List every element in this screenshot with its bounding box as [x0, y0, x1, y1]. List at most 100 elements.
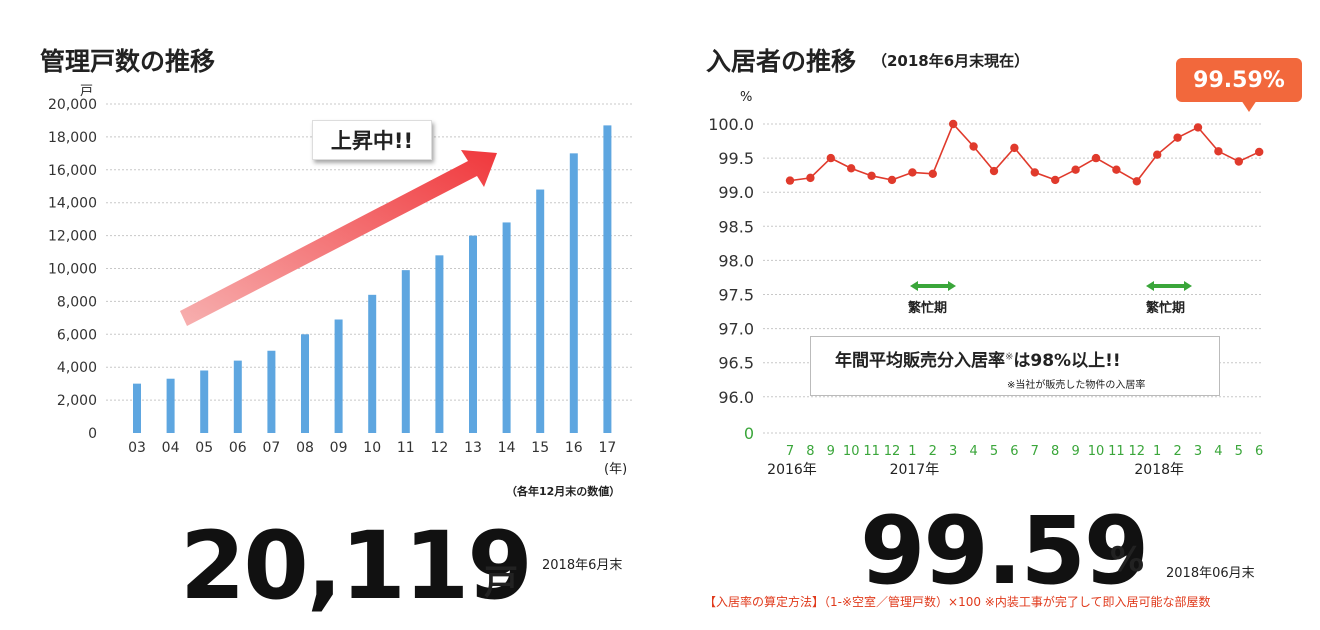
line-y-ticks: 0 96.0 96.5 97.0 97.5 98.0 98.5 99.0 99.5 100.0 — [708, 115, 754, 443]
busy-label-2018: 繁忙期 — [1146, 301, 1186, 316]
bar-x-tick-label: 06 — [229, 440, 247, 456]
latest-rate-badge: 99.59% — [1176, 58, 1302, 102]
bar-y-tick-label: 6,000 — [57, 327, 97, 343]
values-note: （各年12月末の数値） — [506, 485, 621, 498]
occupancy-value: 99.59 — [860, 497, 1149, 606]
bar-07 — [267, 350, 276, 433]
line-x-tick-label: 5 — [1235, 444, 1243, 459]
annual-average-tail: は98%以上!! — [1013, 351, 1121, 371]
line-x-tick-label: 9 — [827, 444, 835, 459]
bar-14 — [502, 222, 511, 433]
bar-08 — [301, 334, 309, 433]
bar-y-ticks: 0 2,000 4,000 6,000 8,000 10,000 12,000 14,000 1… — [48, 97, 97, 442]
occupancy-point-17 — [1132, 177, 1141, 186]
line-year-label: 2016年 — [767, 462, 817, 478]
annual-average-note: ※当社が販売した物件の入居率 — [1007, 380, 1146, 391]
line-x-tick-label: 7 — [1031, 444, 1039, 459]
line-x-tick-label: 5 — [990, 444, 998, 459]
bar-13 — [469, 235, 477, 433]
bar-x-tick-label: 10 — [363, 440, 381, 456]
busy-arrow-0 — [910, 281, 956, 291]
line-x-tick-label: 6 — [1255, 444, 1263, 459]
bar-x-tick-label: 12 — [430, 440, 448, 456]
line-x-ticks: 7 8 9 10 11 12 1 2 3 4 5 6 7 8 9 10 11 12 1 2 3 4 5 6 — [786, 444, 1263, 459]
occupancy-point-6 — [908, 168, 917, 177]
bar-03 — [133, 383, 141, 433]
bar-y-tick-label: 18,000 — [48, 130, 97, 146]
line-y-tick-label: 97.5 — [718, 286, 754, 305]
occupancy-point-2 — [826, 153, 835, 163]
annual-average-main: 年間平均販売分入居率 — [835, 351, 1005, 371]
occupancy-point-3 — [847, 164, 856, 173]
calculation-formula: 【入居率の算定方法】（1-※空室／管理戸数）×100 ※内装工事が完了して即入居… — [704, 595, 1211, 609]
occupancy-point-0 — [785, 176, 795, 185]
bar-16 — [569, 153, 578, 433]
line-year-labels: 2016年 2017年 2018年 — [767, 462, 1184, 478]
line-x-tick-label: 12 — [1129, 444, 1146, 459]
line-y-tick-label: 98.5 — [718, 217, 754, 236]
bar-x-tick-label: 07 — [262, 440, 280, 456]
line-year-label: 2018年 — [1134, 462, 1184, 478]
bar-x-tick-label: 14 — [498, 440, 516, 456]
bar-x-tick-label: 04 — [162, 440, 180, 456]
line-x-tick-label: 7 — [786, 444, 794, 459]
occupancy-line — [789, 122, 1260, 183]
occupancy-points — [785, 119, 1264, 186]
line-x-tick-label: 9 — [1071, 444, 1079, 459]
occupancy-point-13 — [1051, 175, 1060, 185]
annual-average-text: 年間平均販売分入居率※は98%以上!! — [835, 346, 1121, 371]
units-bar-chart: 0 2,000 4,000 6,000 8,000 10,000 12,000 14,000 1… — [48, 97, 634, 456]
line-x-tick-label: 2 — [929, 444, 937, 459]
occupancy-point-12 — [1030, 168, 1039, 177]
bar-x-tick-label: 05 — [195, 440, 213, 456]
bar-x-tick-label: 08 — [296, 440, 314, 456]
x-unit-label: (年) — [604, 462, 628, 477]
left-title: 管理戸数の推移 — [40, 47, 216, 76]
line-y-tick-label: 96.0 — [718, 388, 754, 407]
occupancy-point-19 — [1173, 133, 1182, 142]
bar-y-tick-label: 4,000 — [57, 360, 97, 376]
occupancy-point-1 — [806, 173, 815, 183]
line-y-tick-label: 99.5 — [718, 149, 754, 168]
bar-x-tick-label: 17 — [598, 440, 616, 456]
occupancy-point-20 — [1193, 123, 1203, 132]
occupancy-line-chart: 0 96.0 96.5 97.0 97.5 98.0 98.5 99.0 99.5 100.0 7… — [708, 115, 1264, 478]
trend-arrow — [180, 150, 497, 326]
line-y-tick-label: 100.0 — [708, 115, 754, 134]
occupancy-point-15 — [1091, 153, 1101, 163]
bar-y-tick-label: 2,000 — [57, 393, 97, 409]
occupancy-point-16 — [1112, 165, 1121, 174]
bar-06 — [233, 360, 242, 433]
line-y-tick-label: 97.0 — [718, 320, 754, 339]
occupancy-point-5 — [887, 175, 897, 185]
bar-05 — [200, 370, 209, 433]
total-units-unit: 戸 — [484, 563, 518, 603]
bar-series — [133, 125, 612, 433]
right-title: 入居者の推移 — [706, 47, 857, 76]
line-x-tick-label: 10 — [1088, 444, 1105, 459]
bar-15 — [536, 189, 545, 433]
line-x-tick-label: 11 — [863, 444, 880, 459]
line-y-tick-label: 0 — [744, 424, 754, 443]
bar-x-tick-label: 16 — [565, 440, 583, 456]
line-x-tick-label: 8 — [1051, 444, 1059, 459]
bar-x-tick-label: 13 — [464, 440, 482, 456]
line-x-tick-label: 12 — [884, 444, 901, 459]
line-x-tick-label: 8 — [806, 444, 814, 459]
annual-average-box: 年間平均販売分入居率※は98%以上!! ※当社が販売した物件の入居率 — [810, 336, 1220, 396]
occupancy-point-23 — [1255, 147, 1264, 157]
occupancy-unit: % — [1110, 540, 1145, 580]
line-x-tick-label: 3 — [1194, 444, 1202, 459]
annual-average-mark: ※ — [1005, 351, 1014, 363]
bar-x-ticks: 03 04 05 06 07 08 09 10 11 12 13 14 15 16 17 — [128, 440, 616, 456]
occupancy-point-8 — [949, 119, 958, 129]
occupancy-point-22 — [1234, 157, 1243, 166]
right-unit-label: % — [740, 90, 753, 105]
badge-tail — [1241, 100, 1257, 112]
right-subtitle: （2018年6月末現在） — [872, 52, 1030, 70]
line-year-label: 2017年 — [890, 462, 940, 478]
busy-label-2017: 繁忙期 — [908, 301, 948, 316]
bar-y-tick-label: 16,000 — [48, 163, 97, 179]
bar-x-tick-label: 15 — [531, 440, 549, 456]
occupancy-point-11 — [1010, 143, 1019, 153]
